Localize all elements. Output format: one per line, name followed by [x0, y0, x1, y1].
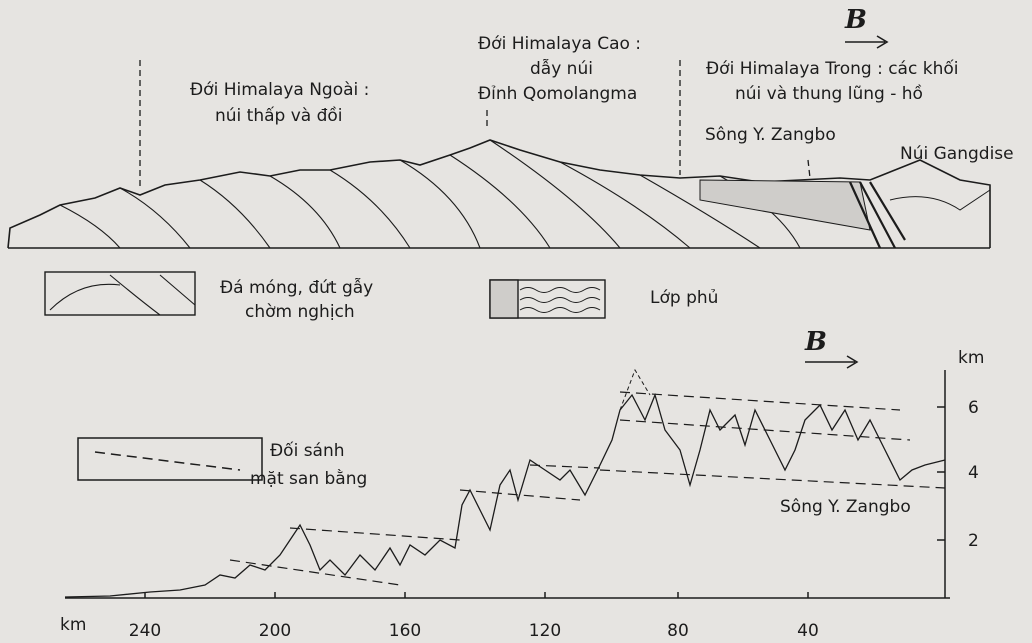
mountain-label: Núi Gangdise: [900, 144, 1014, 164]
zone-label: Đới Himalaya Ngoài :: [190, 80, 369, 100]
peak-label: Đỉnh Qomolangma: [478, 84, 637, 104]
zone-label: Đới Himalaya Trong : các khối: [706, 58, 958, 79]
river-label: Sông Y. Zangbo: [705, 125, 836, 145]
x-tick-label: 240: [129, 621, 161, 641]
figure: B Đới Himalaya Ngoài : núi thấp và đồi Đ…: [0, 0, 1032, 643]
x-tick-label: 160: [389, 621, 421, 641]
legend-label: Đá móng, đứt gẫy: [220, 277, 373, 298]
x-tick-label: 40: [797, 621, 819, 641]
direction: B: [844, 5, 867, 35]
zone-label: núi và thung lũng - hồ: [735, 83, 923, 104]
legend-label: chờm nghịch: [245, 302, 355, 322]
x-tick-label: 200: [259, 621, 291, 641]
x-tick-label: 120: [529, 621, 561, 641]
y-tick-label: 2: [968, 531, 979, 551]
zone-label: dẫy núi: [530, 58, 593, 79]
direction: B: [804, 327, 827, 357]
x-unit: km: [60, 615, 86, 635]
legend-label: Đối sánh: [270, 440, 345, 461]
river-label: Sông Y. Zangbo: [780, 497, 911, 517]
y-tick-label: 4: [968, 463, 979, 483]
y-tick-label: 6: [968, 398, 979, 418]
zone-label: Đới Himalaya Cao :: [478, 34, 641, 54]
legend-label: mặt san bằng: [250, 468, 367, 489]
x-tick-label: 80: [667, 621, 689, 641]
zone-label: núi thấp và đồi: [215, 105, 343, 126]
legend-label: Lớp phủ: [650, 288, 718, 308]
y-unit: km: [958, 348, 984, 368]
